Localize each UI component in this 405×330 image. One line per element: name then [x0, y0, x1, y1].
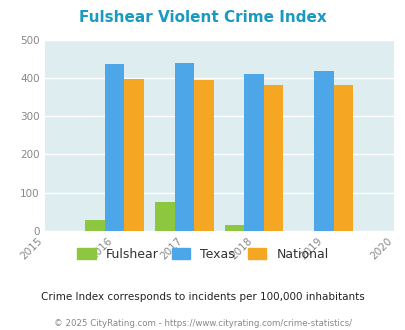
Bar [104, 64, 124, 231]
Bar [313, 71, 333, 231]
Bar [155, 202, 174, 231]
Legend: Fulshear, Texas, National: Fulshear, Texas, National [72, 243, 333, 266]
Bar [85, 220, 104, 231]
Bar [244, 74, 263, 231]
Bar [124, 79, 143, 231]
Bar [333, 85, 352, 231]
Bar [224, 225, 244, 231]
Bar [194, 80, 213, 231]
Text: © 2025 CityRating.com - https://www.cityrating.com/crime-statistics/: © 2025 CityRating.com - https://www.city… [54, 319, 351, 328]
Bar [174, 63, 194, 231]
Text: Fulshear Violent Crime Index: Fulshear Violent Crime Index [79, 10, 326, 25]
Text: Crime Index corresponds to incidents per 100,000 inhabitants: Crime Index corresponds to incidents per… [41, 292, 364, 302]
Bar [263, 85, 283, 231]
